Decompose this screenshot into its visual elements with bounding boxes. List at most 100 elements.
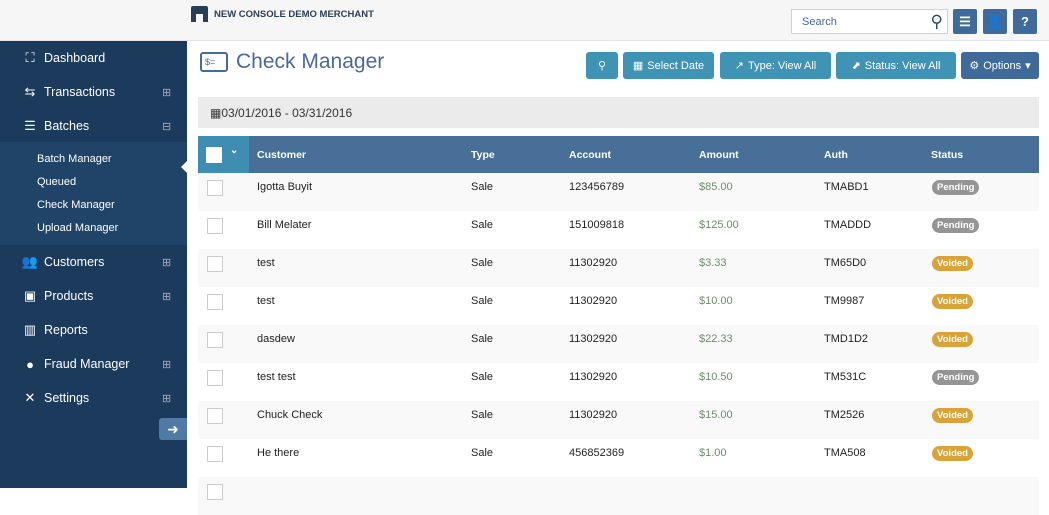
status-badge: Voided (932, 256, 973, 271)
search-input[interactable]: Search ⚲ (791, 9, 948, 34)
table-row[interactable]: Chuck Check Sale 11302920 $15.00 TM2526 Voide… (198, 401, 1039, 439)
search-icon[interactable]: ⚲ (930, 12, 943, 31)
row-checkbox[interactable] (207, 180, 223, 196)
collapse-sidebar-button[interactable]: ➜ (159, 418, 187, 440)
store-icon (191, 6, 208, 22)
cell-account: 123456789 (569, 181, 625, 193)
caret-down-icon: ▾ (1025, 60, 1031, 72)
cell-auth: TMD1D2 (824, 333, 869, 345)
column-header-type[interactable]: Type (471, 148, 495, 161)
sidebar-item-dashboard[interactable]: ⛶ Dashboard (0, 41, 187, 75)
type-filter-button[interactable]: ↗ Type: View All (720, 52, 831, 79)
gear-icon: ⚙ (969, 60, 980, 72)
menu-button[interactable]: ☰ (953, 9, 977, 34)
sidebar-subitem-queued[interactable]: Queued (37, 176, 77, 188)
arrows-icon: ⇆ (24, 84, 36, 99)
table-row[interactable]: Bill Melater Sale 151009818 $125.00 TMADDD Pe… (198, 211, 1039, 249)
cell-type: Sale (471, 409, 494, 421)
sidebar-subitem-check-manager[interactable]: Check Manager (37, 199, 115, 211)
row-checkbox[interactable] (207, 294, 223, 310)
box-icon: ▣ (23, 288, 37, 303)
row-checkbox[interactable] (207, 408, 223, 424)
cell-account: 151009818 (569, 219, 625, 231)
sidebar-item-fraud-manager[interactable]: ● Fraud Manager ⊞ (0, 347, 187, 381)
column-header-auth[interactable]: Auth (824, 148, 848, 161)
status-filter-button[interactable]: ⬈ Status: View All (836, 52, 956, 79)
cell-customer: He there (257, 447, 300, 459)
cell-type: Sale (471, 181, 494, 193)
sidebar-item-reports[interactable]: ▥ Reports (0, 313, 187, 347)
expand-icon[interactable]: ⊞ (162, 358, 172, 371)
sidebar-item-batches[interactable]: ☰ Batches ⊟ (0, 109, 187, 143)
expand-icon[interactable]: ⊟ (162, 120, 172, 133)
cell-amount: $22.33 (699, 333, 733, 345)
cell-amount: $3.33 (699, 257, 727, 269)
status-badge: Pending (932, 370, 980, 385)
table-row[interactable]: test Sale 11302920 $10.00 TM9987 Voided (198, 287, 1039, 325)
sidebar (0, 41, 187, 488)
status-badge: Voided (932, 332, 973, 347)
column-header-amount[interactable]: Amount (699, 148, 739, 161)
cell-auth: TM2526 (824, 409, 865, 421)
sidebar-item-products[interactable]: ▣ Products ⊞ (0, 279, 187, 313)
expand-icon[interactable]: ⊞ (162, 392, 172, 405)
row-checkbox[interactable] (207, 484, 223, 500)
users-icon: 👥 (21, 254, 39, 269)
table-row[interactable] (198, 477, 1039, 515)
calendar-icon: ▦ (210, 105, 222, 120)
table-row[interactable]: He there Sale 456852369 $1.00 TMA508 Voided (198, 439, 1039, 477)
select-all-checkbox[interactable] (206, 147, 222, 163)
sidebar-item-customers[interactable]: 👥 Customers ⊞ (21, 254, 172, 269)
cell-account: 11302920 (569, 333, 618, 345)
cell-amount: $15.00 (699, 409, 733, 421)
chevron-down-icon[interactable]: ⌄ (230, 145, 239, 156)
sidebar-subitem-upload-manager[interactable]: Upload Manager (37, 222, 119, 234)
sidebar-subitem-batch-manager[interactable]: Batch Manager (37, 153, 112, 165)
expand-icon[interactable]: ⊞ (162, 256, 172, 269)
row-checkbox[interactable] (207, 256, 223, 272)
expand-icon[interactable]: ⊞ (162, 86, 172, 99)
search-icon: ⚲ (597, 60, 607, 72)
cell-auth: TM65D0 (824, 257, 867, 269)
cell-customer: Igotta Buyit (257, 181, 313, 193)
cell-auth: TMADDD (824, 219, 872, 231)
cell-amount: $10.00 (699, 295, 733, 307)
table-row[interactable]: test Sale 11302920 $3.33 TM65D0 Voided (198, 249, 1039, 287)
stack-icon: ☰ (24, 118, 36, 133)
user-button[interactable]: 👤 (983, 9, 1007, 34)
search-button[interactable]: ⚲ (586, 52, 618, 79)
cell-account: 11302920 (569, 371, 618, 383)
status-badge: Voided (932, 408, 973, 423)
select-date-button[interactable]: ▦ Select Date (623, 52, 714, 79)
cell-auth: TMABD1 (824, 181, 869, 193)
cell-type: Sale (471, 295, 494, 307)
column-header-customer[interactable]: Customer (257, 148, 307, 161)
cell-amount: $1.00 (699, 447, 727, 459)
sidebar-item-transactions[interactable]: ⇆ Transactions ⊞ (0, 75, 187, 109)
cell-customer: test (257, 257, 275, 269)
sidebar-item-settings[interactable]: ✕ Settings ⊞ (0, 381, 187, 415)
row-checkbox[interactable] (207, 332, 223, 348)
row-checkbox[interactable] (207, 218, 223, 234)
date-range-bar: ▦ 03/01/2016 - 03/31/2016 (198, 97, 1039, 128)
table-row[interactable]: dasdew Sale 11302920 $22.33 TMD1D2 Voided (198, 325, 1039, 363)
cell-type: Sale (471, 257, 494, 269)
cell-account: 11302920 (569, 409, 618, 421)
row-checkbox[interactable] (207, 446, 223, 462)
chart-icon: ⛶ (25, 50, 35, 65)
row-checkbox[interactable] (207, 370, 223, 386)
shield-icon: ● (26, 356, 34, 372)
options-dropdown[interactable]: ⚙ Options ▾ (961, 52, 1039, 79)
menu-icon: ☰ (959, 14, 971, 29)
table-row[interactable]: Igotta Buyit Sale 123456789 $85.00 TMABD1 Pen… (198, 173, 1039, 211)
active-indicator (181, 161, 187, 173)
help-button[interactable]: ? (1013, 9, 1037, 34)
table-row[interactable]: test test Sale 11302920 $10.50 TM531C Pending (198, 363, 1039, 401)
cell-type: Sale (471, 333, 494, 345)
cell-auth: TM9987 (824, 295, 865, 307)
column-header-status[interactable]: Status (931, 148, 964, 161)
batches-submenu (0, 142, 187, 245)
column-header-account[interactable]: Account (569, 148, 611, 161)
merchant-name: NEW CONSOLE DEMO MERCHANT (191, 6, 374, 22)
expand-icon[interactable]: ⊞ (162, 290, 172, 303)
